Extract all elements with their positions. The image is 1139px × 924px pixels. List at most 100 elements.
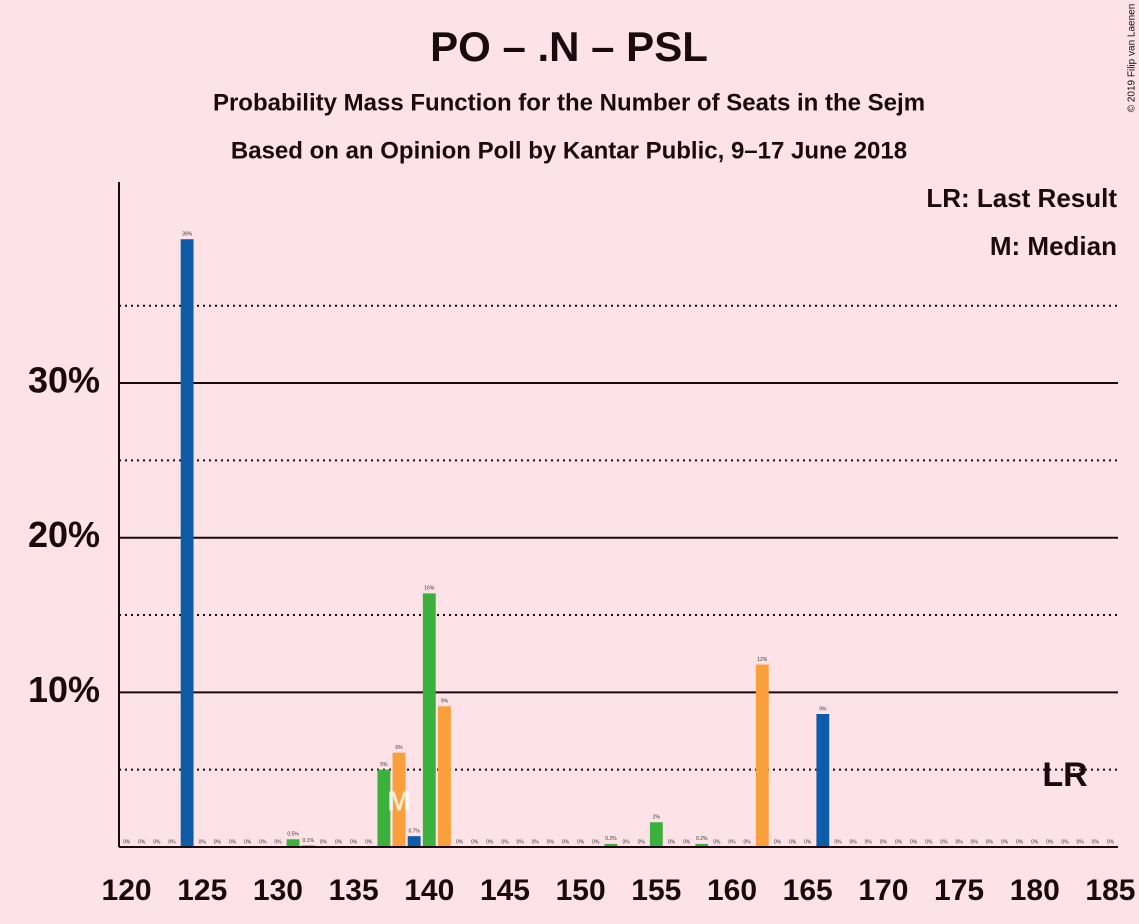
value-label: 0%	[865, 839, 873, 845]
bar	[695, 843, 709, 847]
subtitle: Based on an Opinion Poll by Kantar Publi…	[231, 137, 907, 164]
x-tick-label: 165	[783, 874, 833, 907]
value-label: 0%	[774, 839, 782, 845]
value-label: 0%	[1061, 839, 1069, 845]
bar	[286, 839, 300, 847]
x-tick-label: 145	[480, 874, 530, 907]
value-label: 0%	[668, 839, 676, 845]
value-label: 9%	[819, 706, 827, 712]
value-label: 0%	[1077, 839, 1085, 845]
value-label: 5%	[380, 762, 388, 768]
value-label: 0%	[1001, 839, 1009, 845]
y-tick-label: 20%	[28, 514, 100, 555]
value-label: 0%	[971, 839, 979, 845]
value-label: 0%	[486, 839, 494, 845]
value-label: 0%	[532, 839, 540, 845]
value-label: 0%	[320, 839, 328, 845]
bar	[180, 239, 194, 847]
value-label: 0%	[244, 839, 252, 845]
bar	[422, 593, 436, 847]
x-tick-label: 140	[404, 874, 454, 907]
value-label: 0%	[804, 839, 812, 845]
value-label: 0%	[638, 839, 646, 845]
y-tick-label: 10%	[28, 669, 100, 710]
value-label: 0%	[849, 839, 857, 845]
x-tick-label: 125	[177, 874, 227, 907]
value-label: 0%	[274, 839, 282, 845]
bar	[755, 664, 769, 847]
value-label: 0%	[728, 839, 736, 845]
value-label: 0%	[547, 839, 555, 845]
chart-title: PO – .N – PSL	[430, 23, 708, 70]
value-label: 0%	[350, 839, 358, 845]
value-label: 0%	[1092, 839, 1100, 845]
y-tick-label: 30%	[28, 360, 100, 401]
value-label: 0%	[925, 839, 933, 845]
value-label: 0%	[744, 839, 752, 845]
value-label: 0%	[683, 839, 691, 845]
copyright: © 2019 Filip van Laenen	[1127, 4, 1138, 113]
value-label: 0%	[1031, 839, 1039, 845]
annotation: M	[387, 785, 410, 816]
bar	[649, 822, 663, 847]
value-label: 0%	[713, 839, 721, 845]
value-label: 9%	[441, 699, 449, 705]
value-label: 0%	[789, 839, 797, 845]
value-label: 39%	[182, 232, 193, 238]
value-label: 0%	[199, 839, 207, 845]
value-label: 0%	[577, 839, 585, 845]
x-tick-label: 175	[934, 874, 984, 907]
value-label: 0%	[955, 839, 963, 845]
value-label: 0%	[562, 839, 570, 845]
value-label: 0%	[516, 839, 524, 845]
value-label: 0.2%	[696, 836, 708, 842]
value-label: 0%	[940, 839, 948, 845]
bar	[392, 752, 406, 847]
value-label: 0%	[168, 839, 176, 845]
value-label: 0%	[880, 839, 888, 845]
value-label: 0%	[259, 839, 267, 845]
value-label: 0%	[895, 839, 903, 845]
value-label: 0%	[456, 839, 464, 845]
x-tick-label: 185	[1085, 874, 1135, 907]
x-tick-label: 180	[1010, 874, 1060, 907]
value-label: 0%	[365, 839, 373, 845]
x-tick-label: 155	[631, 874, 681, 907]
value-label: 0.7%	[408, 829, 420, 835]
value-label: 0%	[986, 839, 994, 845]
value-label: 0%	[1016, 839, 1024, 845]
note: LR: Last Result	[926, 183, 1117, 213]
annotation: LR	[1042, 756, 1087, 794]
value-label: 0.2%	[605, 836, 617, 842]
bar	[407, 836, 421, 847]
value-label: 0%	[1046, 839, 1054, 845]
value-label: 0%	[622, 839, 630, 845]
value-label: 0%	[138, 839, 146, 845]
bar	[377, 769, 391, 847]
value-label: 0%	[592, 839, 600, 845]
x-tick-label: 160	[707, 874, 757, 907]
value-label: 0%	[335, 839, 343, 845]
value-label: 0.5%	[287, 832, 299, 838]
value-label: 0%	[910, 839, 918, 845]
value-label: 6%	[395, 745, 403, 751]
bar	[816, 714, 830, 847]
x-tick-label: 150	[556, 874, 606, 907]
value-label: 2%	[653, 815, 661, 821]
subtitle: Probability Mass Function for the Number…	[213, 89, 925, 116]
x-tick-label: 170	[858, 874, 908, 907]
x-tick-label: 135	[329, 874, 379, 907]
value-label: 0%	[471, 839, 479, 845]
value-label: 0%	[834, 839, 842, 845]
value-label: 0%	[501, 839, 509, 845]
value-label: 12%	[757, 657, 768, 663]
value-label: 0%	[1107, 839, 1115, 845]
value-label: 0.1%	[303, 838, 315, 844]
value-label: 0%	[123, 839, 131, 845]
value-label: 0%	[214, 839, 222, 845]
x-tick-label: 130	[253, 874, 303, 907]
bar	[604, 843, 618, 847]
note: M: Median	[990, 231, 1117, 261]
x-tick-label: 120	[102, 874, 152, 907]
